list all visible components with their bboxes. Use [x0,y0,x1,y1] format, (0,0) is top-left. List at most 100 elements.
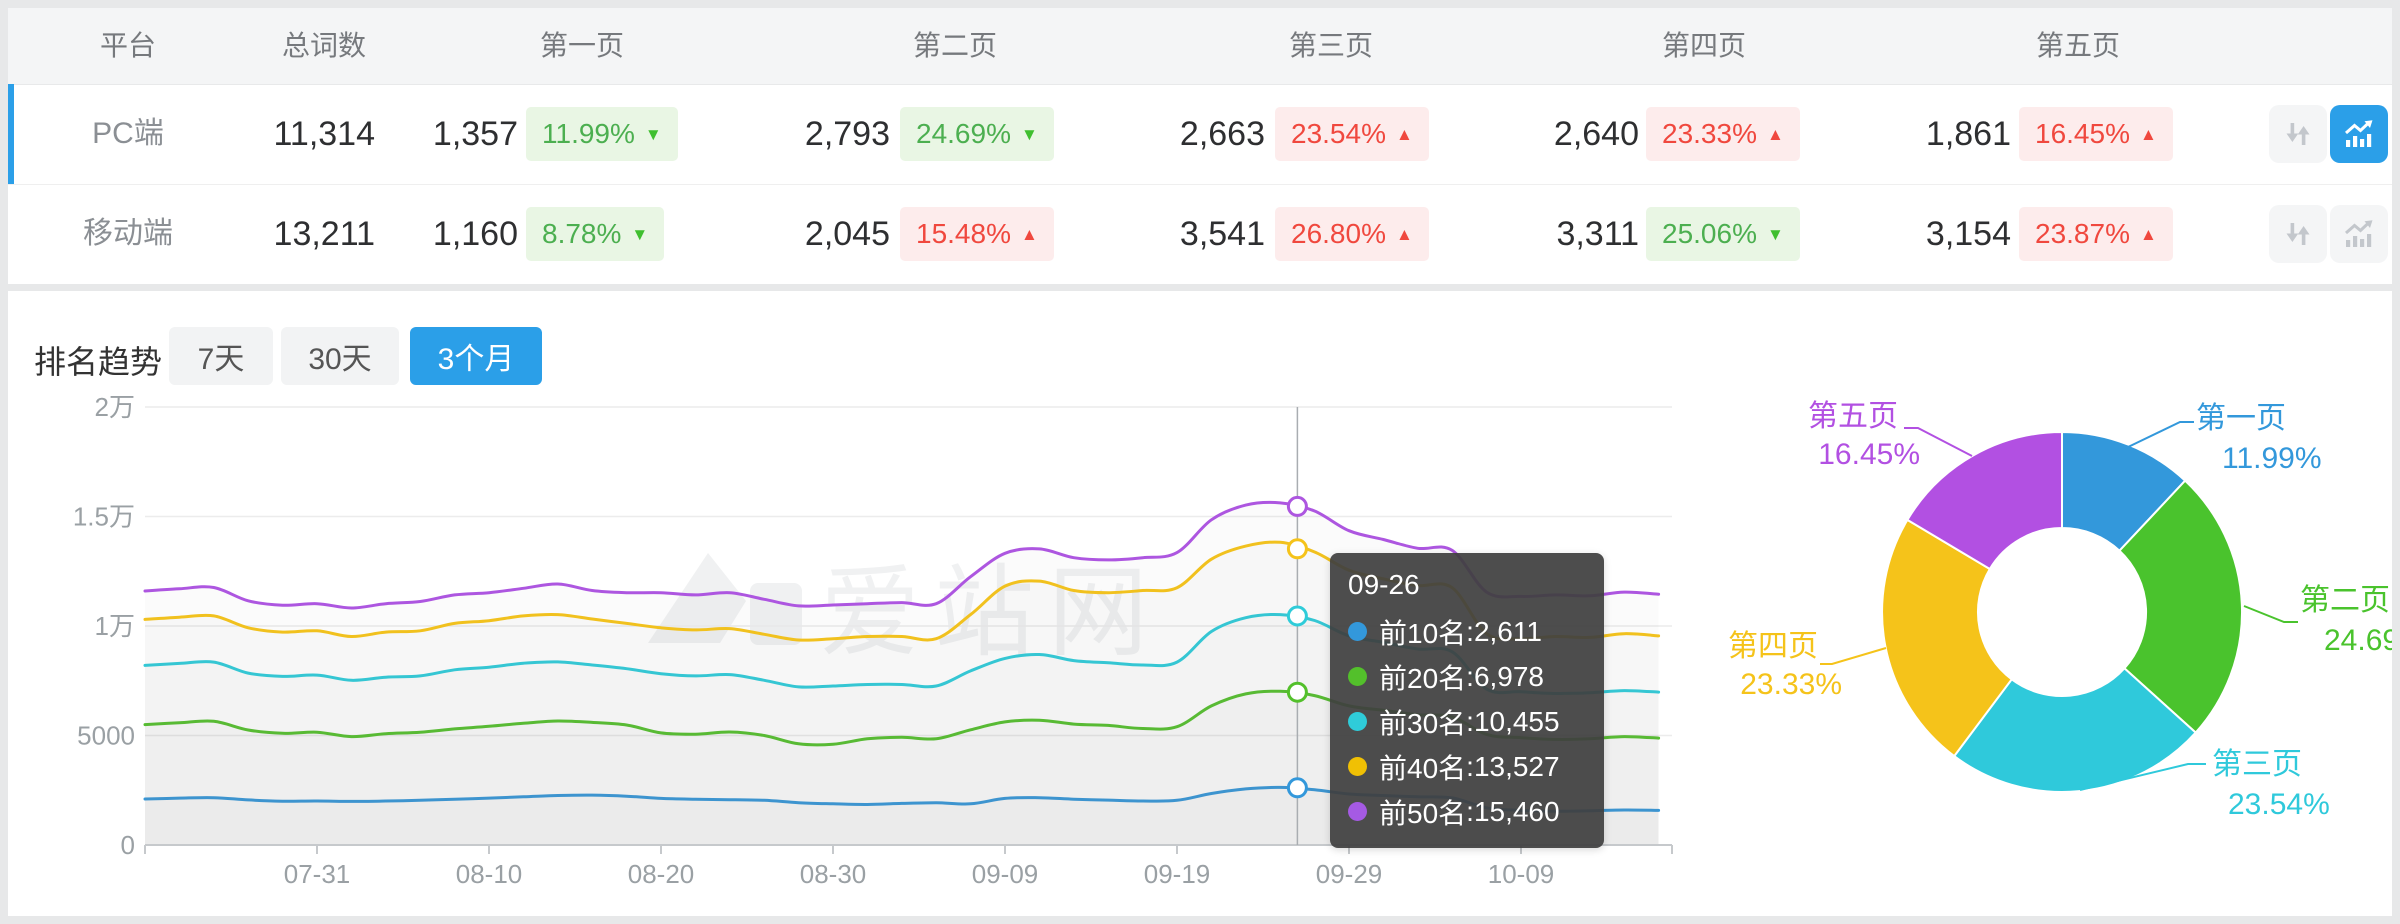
donut-pct-第三页: 23.54% [2228,788,2330,821]
header-total: 总词数 [281,30,366,61]
trend-arrow-icon: ▼ [631,225,649,244]
crosshair-marker-前50名 [1286,495,1308,517]
donut-label-第四页: 第四页 [1728,630,1818,663]
table-row-mobile[interactable]: 移动端 13,211 1,160 8.78% ▼ 2,045 15.48% ▲ 3,… [8,184,2392,284]
trend-chart-icon [2345,220,2373,247]
x-tick-label: 09-19 [1144,859,1211,889]
donut-pct-第一页: 11.99% [2222,442,2322,475]
donut-slice-第五页[interactable] [1906,430,2063,571]
donut-label-第二页: 第二页 [2300,584,2390,617]
show-trend-chart-button[interactable] [2330,205,2388,263]
crosshair-marker-前30名 [1286,605,1308,627]
rank-trend-line-chart[interactable]: 爱站网 07-31 08-10 08-20 08-30 09-09 09-19 09-29 10… [8,291,1730,916]
watermark-logo: 爱站网 [648,553,1162,669]
y-tick-label: 2万 [95,392,135,422]
trend-arrow-icon: ▼ [1766,225,1784,244]
page1-change-badge: 8.78% ▼ [526,207,665,261]
trend-arrow-icon: ▲ [1395,225,1413,244]
trend-section-title: 排名趋势 [34,344,163,380]
trend-chart-icon [2345,120,2373,147]
x-tick-label: 09-29 [1316,859,1383,889]
header-page3: 第三页 [1288,30,1373,61]
series-dot-top40 [1348,757,1367,776]
y-axis: 0 5000 1万 1.5万 2万 [73,392,135,860]
page5-count: 3,154 [1925,215,2011,253]
trend-arrow-icon: ▲ [1020,225,1038,244]
total-words: 11,314 [273,115,375,153]
donut-label-第五页: 第五页 [1808,400,1898,433]
x-tick-label: 08-30 [800,859,867,889]
y-tick-label: 0 [121,830,135,860]
page1-change-badge: 11.99% ▼ [526,107,678,161]
page3-change-badge: 23.54% ▲ [1275,107,1429,161]
series-dot-top20 [1348,667,1367,686]
rank-trend-panel: 排名趋势 7天 30天 3个月 爱站网07-3108-1008-2008-300… [8,291,2392,916]
donut-pct-第二页: 24.69% [2324,624,2392,657]
tab-3-months[interactable]: 3个月 [410,327,542,385]
active-row-accent [8,84,14,184]
page3-change-badge: 26.80% ▲ [1275,207,1429,261]
trend-arrow-icon: ▲ [2139,125,2157,144]
sort-button[interactable] [2269,105,2327,163]
x-axis: 07-31 08-10 08-20 08-30 09-09 09-19 09-29 10-09 [144,844,1673,889]
trend-arrow-icon: ▲ [1395,125,1413,144]
page5-change-badge: 16.45% ▲ [2019,107,2173,161]
table-header-row: 平台 总词数 第一页 第二页 第三页 第四页 第五页 [8,8,2392,85]
page1-count: 1,357 [432,115,518,153]
x-tick-label: 08-20 [628,859,695,889]
trend-arrow-icon: ▼ [644,125,662,144]
page-distribution-donut-chart: 第一页 11.99% 第二页 24.69% 第三页 23.54% 第四页 23.33% 第五页 1… [1728,400,2392,821]
sort-arrows-icon [2286,123,2310,145]
donut-label-line [1904,427,1973,457]
tooltip-date: 09-26 [1348,569,1420,600]
page5-count: 1,861 [1925,115,2011,153]
page4-change-badge: 25.06% ▼ [1646,207,1800,261]
page2-change-badge: 24.69% ▼ [900,107,1054,161]
sort-arrows-icon [2286,223,2310,245]
header-platform: 平台 [99,30,156,61]
tab-7-days[interactable]: 7天 [169,327,273,385]
platform-label: 移动端 [83,217,173,250]
donut-pct-第四页: 23.33% [1740,668,1842,701]
x-tick-label: 08-10 [456,859,523,889]
donut-label-第三页: 第三页 [2212,748,2302,781]
tooltip-item: 前10名: 2,611 [1348,609,1586,654]
chart-tooltip: 09-26 前10名: 2,611 前20名: 6,978 前30名: 10,4… [1330,553,1604,848]
x-tick-label: 09-09 [972,859,1039,889]
table-row-pc[interactable]: PC端 11,314 1,357 11.99% ▼ 2,793 24.69% ▼ 2… [8,84,2392,185]
x-tick-label: 10-09 [1488,859,1555,889]
sort-button[interactable] [2269,205,2327,263]
watermark-text: 爱站网 [820,557,1162,669]
crosshair-marker-前40名 [1286,538,1308,560]
page2-count: 2,045 [804,215,890,253]
show-trend-chart-button[interactable] [2330,105,2388,163]
header-page1: 第一页 [539,30,624,61]
donut-pct-第五页: 16.45% [1818,438,1920,471]
page2-count: 2,793 [804,115,890,153]
header-page2: 第二页 [912,30,997,61]
keyword-rank-table: 平台 总词数 第一页 第二页 第三页 第四页 第五页 PC端 11,314 1,… [8,8,2392,284]
total-words: 13,211 [273,215,375,253]
page3-count: 2,663 [1179,115,1265,153]
header-page5: 第五页 [2035,30,2120,61]
page1-count: 1,160 [432,215,518,253]
series-dot-top10 [1348,622,1367,641]
donut-slice-第二页[interactable] [2118,479,2244,735]
platform-label: PC端 [92,117,164,150]
page2-change-badge: 15.48% ▲ [900,207,1054,261]
crosshair-marker-前20名 [1286,681,1308,703]
page4-change-badge: 23.33% ▲ [1646,107,1800,161]
donut-label-line [2079,763,2206,791]
tooltip-item: 前30名: 10,455 [1348,699,1586,744]
series-dot-top50 [1348,802,1367,821]
donut-label-line [2243,605,2298,623]
donut-slice-第四页[interactable] [1881,518,2014,758]
tab-30-days[interactable]: 30天 [281,327,399,385]
donut-label-第一页: 第一页 [2196,402,2286,435]
series-line-前50名 [143,500,1661,610]
page4-count: 3,311 [1556,215,1639,253]
trend-arrow-icon: ▲ [1766,125,1784,144]
header-page4: 第四页 [1661,30,1746,61]
trend-arrow-icon: ▼ [1020,125,1038,144]
donut-label-line [1820,647,1887,665]
